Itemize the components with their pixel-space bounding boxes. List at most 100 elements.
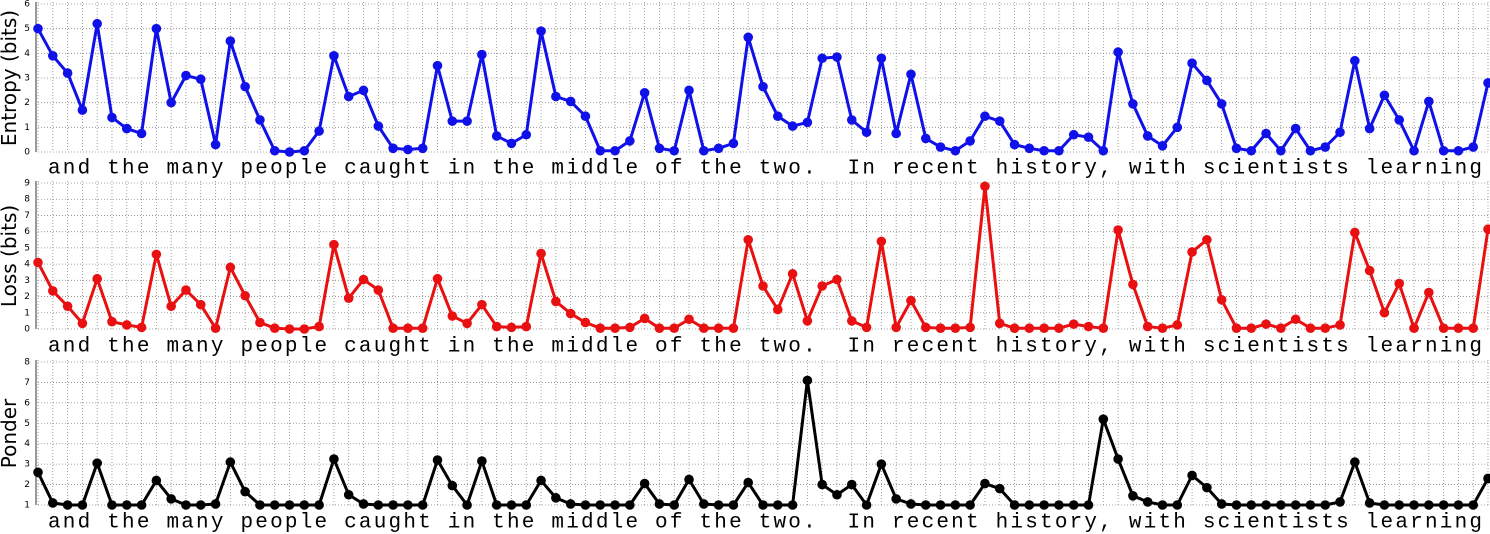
point [240, 81, 250, 92]
point [1305, 145, 1316, 156]
point [1068, 500, 1079, 510]
point [255, 500, 265, 510]
point [77, 318, 88, 329]
y-tick-label: 4 [24, 260, 30, 270]
point [195, 74, 206, 85]
point [107, 500, 117, 510]
point [713, 500, 724, 510]
point [1098, 414, 1109, 425]
point [1320, 323, 1331, 333]
point [1320, 142, 1331, 152]
point [1246, 500, 1257, 510]
point [610, 323, 620, 333]
point [772, 304, 783, 315]
point [136, 500, 147, 510]
point [669, 500, 680, 510]
y-tick-label: 1 [24, 123, 30, 133]
point [625, 500, 635, 510]
point [684, 474, 694, 485]
point [699, 323, 709, 333]
point [299, 324, 310, 334]
point [47, 51, 58, 61]
y-tick-label: 4 [24, 439, 30, 449]
point [580, 500, 591, 510]
point [181, 70, 191, 81]
point [935, 142, 946, 152]
point [1438, 500, 1449, 510]
point [728, 500, 739, 510]
point [269, 145, 280, 156]
point [846, 479, 857, 490]
point [846, 316, 857, 326]
point [1009, 139, 1020, 150]
point [787, 269, 798, 279]
point [802, 375, 813, 386]
point [802, 316, 813, 326]
point [1409, 145, 1419, 156]
point [225, 36, 236, 46]
point [521, 129, 532, 140]
point [906, 499, 916, 509]
point [1335, 497, 1345, 507]
point [1128, 491, 1138, 501]
point [787, 500, 798, 510]
point [994, 318, 1005, 329]
point [965, 322, 975, 333]
point [610, 145, 620, 156]
point [772, 500, 783, 510]
point [47, 286, 58, 296]
point [728, 138, 739, 149]
point [595, 145, 606, 156]
point [1202, 234, 1212, 245]
point [610, 500, 620, 510]
point [491, 131, 502, 141]
point [980, 111, 990, 122]
point [1009, 323, 1020, 333]
point [817, 281, 827, 291]
y-tick-label: 6 [24, 398, 30, 408]
point [166, 494, 176, 504]
point [1438, 323, 1449, 333]
point [314, 321, 324, 332]
point [1172, 320, 1183, 330]
point [1202, 75, 1212, 86]
point [1350, 227, 1360, 238]
point [565, 96, 576, 107]
point [432, 60, 443, 71]
point [255, 115, 265, 125]
point [417, 143, 428, 154]
point [639, 88, 650, 98]
point [358, 274, 369, 285]
point [551, 493, 561, 503]
point [1172, 500, 1183, 510]
point [743, 32, 754, 43]
point [107, 112, 117, 123]
point [654, 143, 665, 154]
point [1453, 500, 1464, 510]
y-tick-label: 3 [24, 74, 30, 84]
point [47, 498, 58, 508]
y-tick-label: 5 [24, 243, 30, 253]
point [1379, 90, 1390, 101]
point [136, 322, 147, 333]
point [1483, 224, 1490, 235]
point [639, 478, 650, 489]
point [284, 500, 295, 510]
point [1098, 145, 1109, 156]
point [195, 299, 206, 310]
character-sequence: and the many people caught in the middle… [48, 158, 1482, 181]
point [551, 91, 561, 102]
point [669, 145, 680, 156]
point [935, 500, 946, 510]
point [1394, 500, 1405, 510]
y-tick-label: 1 [24, 501, 30, 511]
point [269, 500, 280, 510]
point [1350, 457, 1360, 467]
point [92, 18, 102, 29]
point [403, 323, 413, 333]
point [195, 500, 206, 510]
point [462, 500, 472, 510]
point [1068, 319, 1079, 329]
point [506, 138, 517, 149]
point [343, 293, 354, 303]
